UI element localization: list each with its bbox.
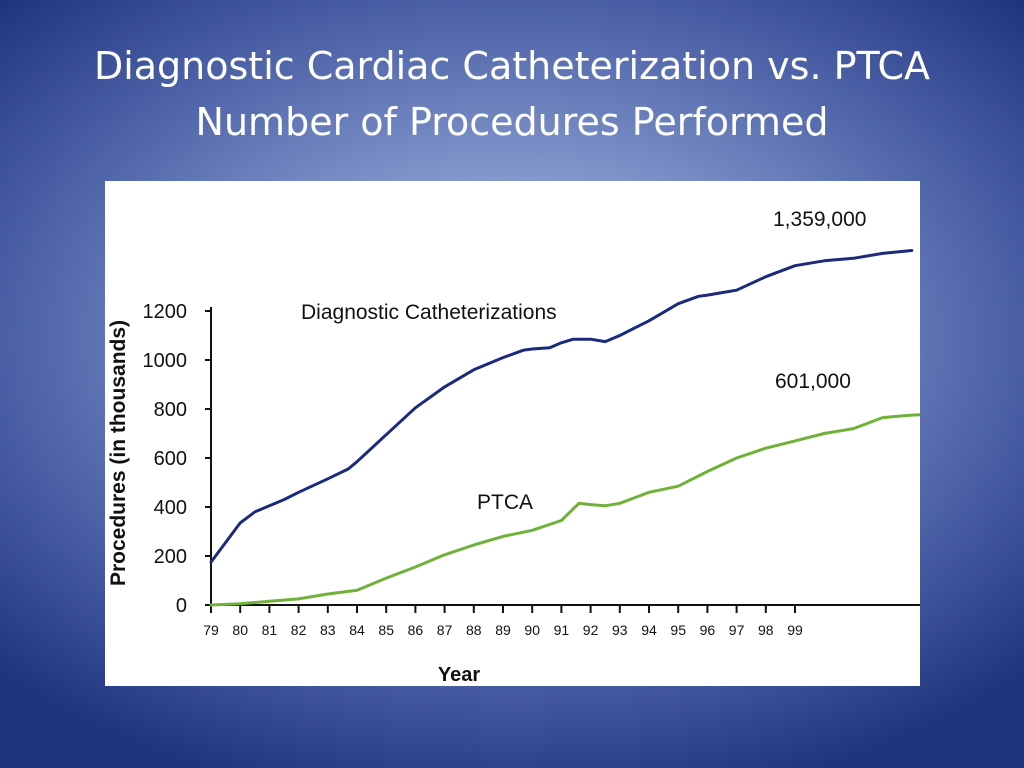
- x-tick-label: 80: [232, 622, 248, 638]
- series-lines: [209, 249, 920, 607]
- x-tick-label: 84: [349, 622, 365, 638]
- x-tick-label: 98: [758, 622, 774, 638]
- y-tick-label: 600: [154, 448, 187, 470]
- x-tick-label: 83: [320, 622, 336, 638]
- x-tick-label: 99: [787, 622, 803, 638]
- annotation-diagnostic-label: Diagnostic Catheterizations: [301, 301, 557, 324]
- x-tick-label: 94: [641, 622, 657, 638]
- series-line-ptca: [209, 413, 920, 607]
- y-tick-label: 0: [176, 595, 187, 617]
- x-tick-label: 91: [554, 622, 570, 638]
- x-tick-label: 89: [495, 622, 511, 638]
- series-line-diagnostic: [209, 249, 914, 564]
- x-tick-label: 85: [378, 622, 394, 638]
- annotation-ptca-label: PTCA: [477, 491, 533, 514]
- x-axis: 79 80 81 82 83 84 85 86 87 88 89 90 91 92 93 94 95 96 97 98…: [203, 604, 920, 638]
- x-tick-label: 96: [700, 622, 716, 638]
- y-tick-label: 400: [154, 497, 187, 519]
- chart-panel: 0 200 400 600 800 1000 1200 79 80 81 82 83 84 85 86 87…: [105, 181, 920, 686]
- line-chart: 0 200 400 600 800 1000 1200 79 80 81 82 83 84 85 86 87…: [107, 208, 920, 686]
- x-tick-label: 82: [291, 622, 307, 638]
- y-tick-label: 1000: [143, 350, 188, 372]
- x-tick-label: 90: [524, 622, 540, 638]
- slide-title: Diagnostic Cardiac Catheterization vs. P…: [0, 38, 1024, 150]
- x-tick-label: 88: [466, 622, 482, 638]
- x-tick-label: 79: [203, 622, 219, 638]
- title-line-2: Number of Procedures Performed: [195, 100, 829, 144]
- x-tick-label: 95: [670, 622, 686, 638]
- annotation-diagnostic-end-value: 1,359,000: [773, 208, 866, 231]
- x-tick-label: 92: [583, 622, 599, 638]
- annotation-ptca-end-value: 601,000: [775, 370, 851, 393]
- x-tick-label: 86: [408, 622, 424, 638]
- y-tick-label: 1200: [143, 301, 188, 323]
- title-line-1: Diagnostic Cardiac Catheterization vs. P…: [93, 44, 931, 88]
- y-tick-label: 200: [154, 546, 187, 568]
- x-tick-label: 81: [262, 622, 278, 638]
- x-tick-label: 87: [437, 622, 453, 638]
- y-axis-label: Procedures (in thousands): [107, 320, 130, 586]
- y-tick-label: 800: [154, 399, 187, 421]
- x-axis-label: Year: [438, 664, 480, 686]
- x-tick-label: 97: [729, 622, 745, 638]
- y-axis: 0 200 400 600 800 1000 1200: [143, 301, 212, 617]
- x-tick-label: 93: [612, 622, 628, 638]
